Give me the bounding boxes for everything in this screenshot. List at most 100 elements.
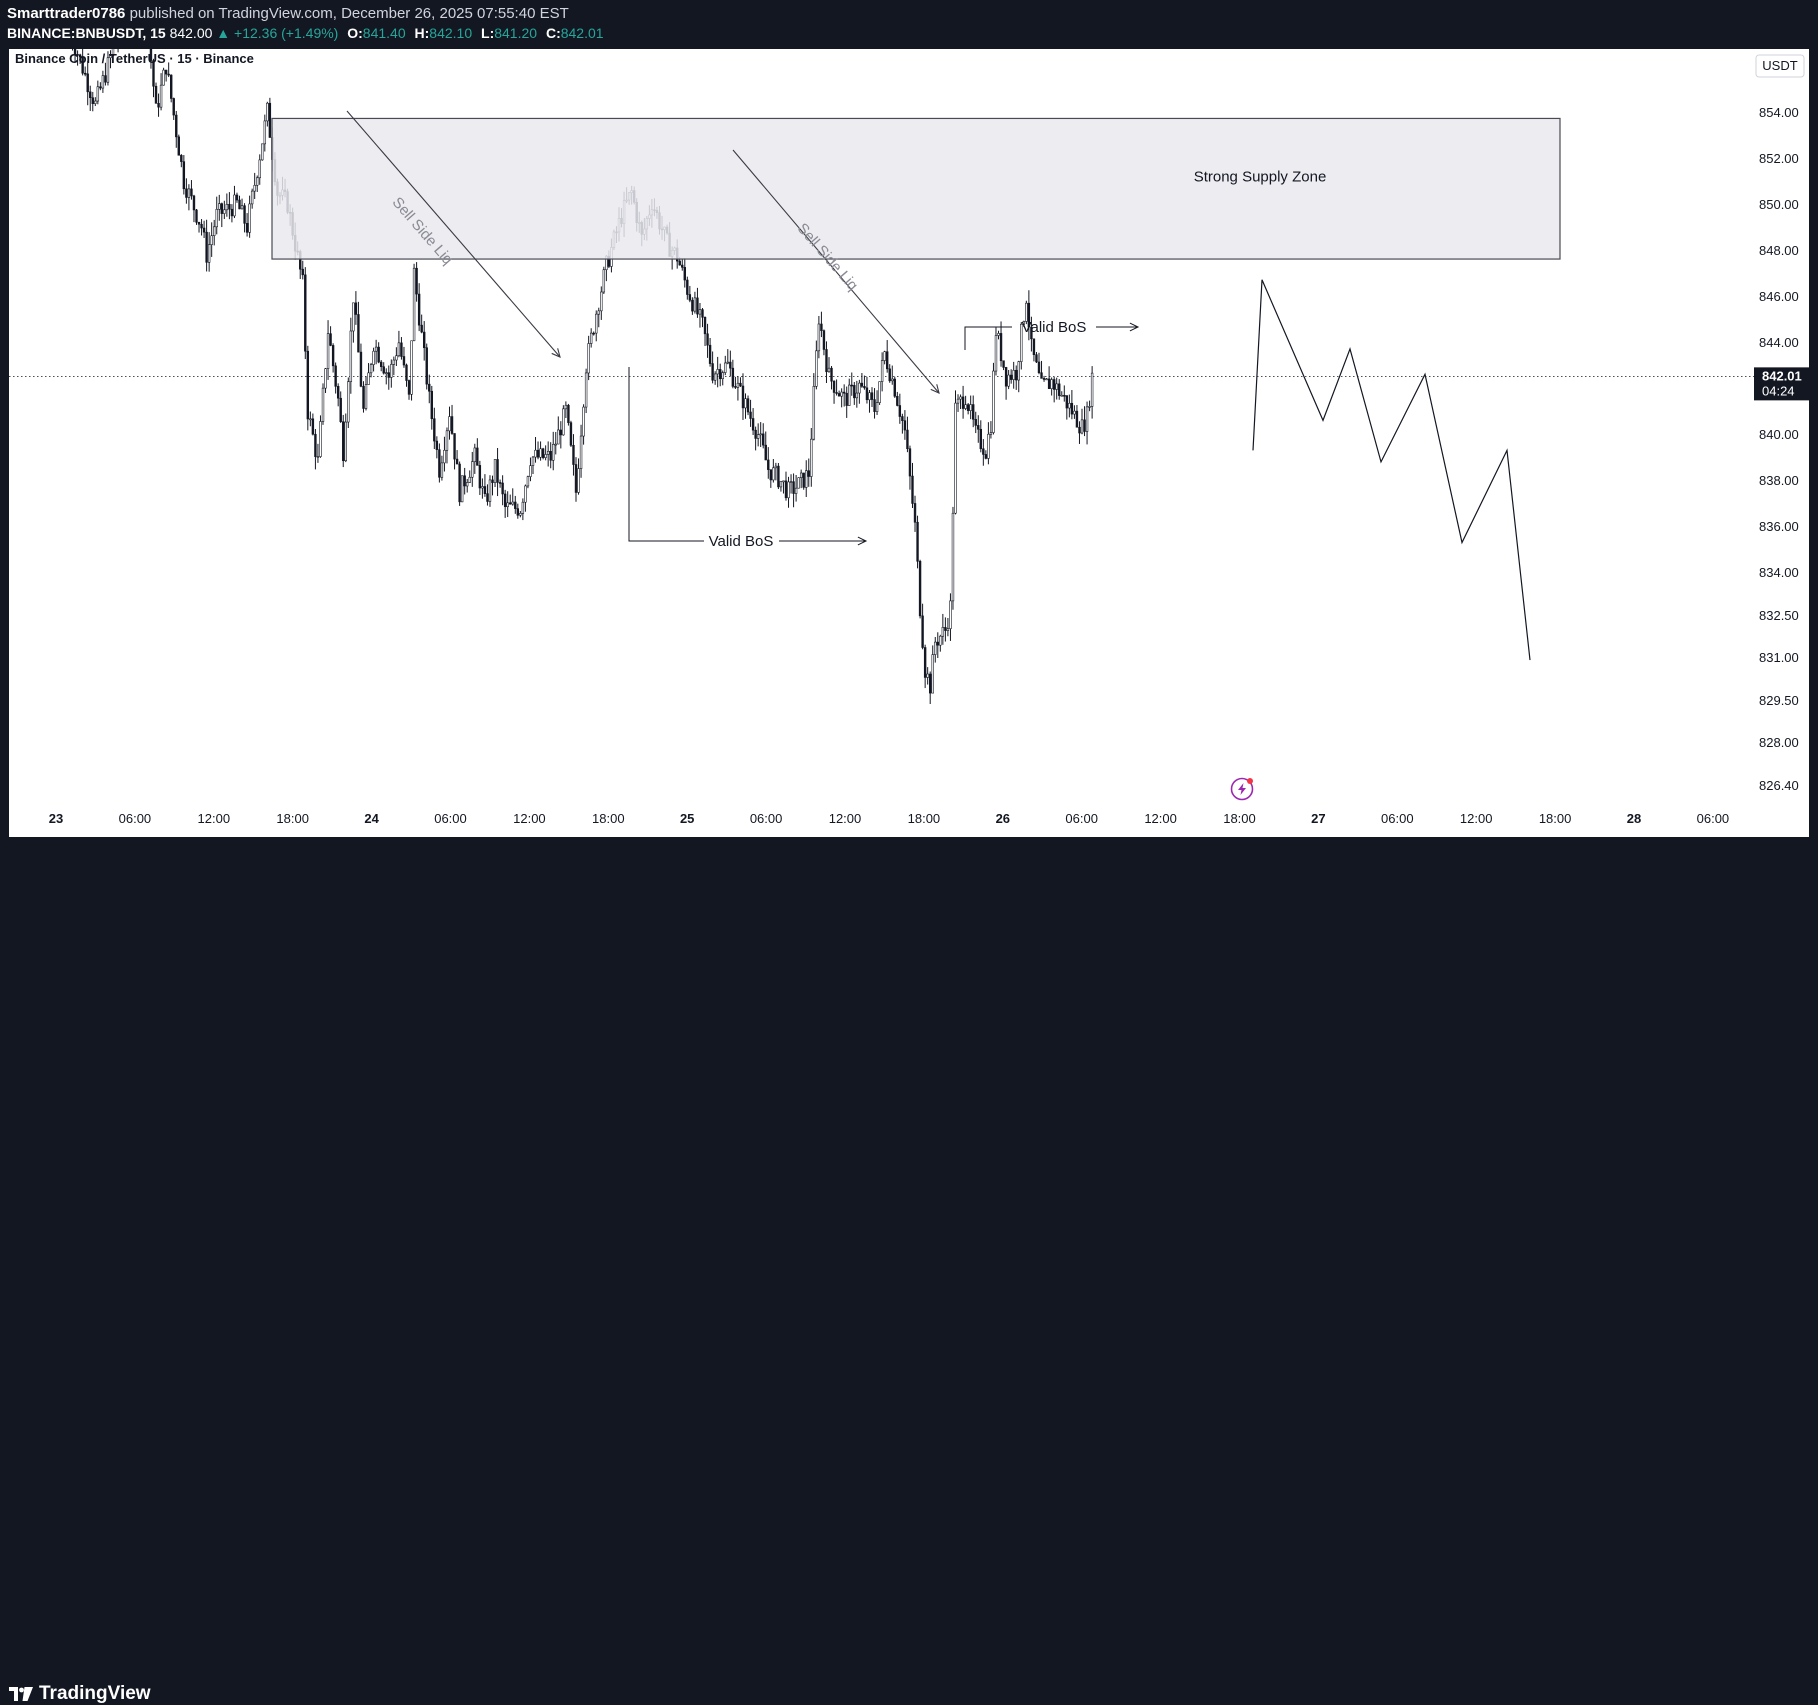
candle-body bbox=[372, 350, 375, 365]
candle-body bbox=[104, 75, 107, 83]
candle-body bbox=[468, 476, 471, 483]
candle-body bbox=[961, 396, 965, 409]
candle-body bbox=[734, 386, 737, 388]
candle-body bbox=[979, 428, 983, 450]
time-tick-label: 25 bbox=[680, 811, 694, 826]
candle-body bbox=[686, 279, 689, 295]
candle-body bbox=[587, 343, 590, 374]
candle-body bbox=[1022, 321, 1026, 325]
candle-body bbox=[989, 432, 993, 435]
price-tick-label: 836.00 bbox=[1759, 519, 1799, 534]
author-name[interactable]: Smarttrader0786 bbox=[7, 5, 126, 22]
candle-body bbox=[744, 398, 747, 409]
countdown-label: 04:24 bbox=[1762, 383, 1795, 398]
candle-body bbox=[858, 382, 861, 394]
candle-body bbox=[966, 404, 970, 411]
published-text: published on TradingView.com, December 2… bbox=[129, 5, 569, 22]
candle-body bbox=[825, 349, 828, 373]
candle-body bbox=[827, 367, 831, 373]
candle-body bbox=[309, 418, 312, 421]
candle-body bbox=[1030, 326, 1033, 340]
candle-body bbox=[759, 433, 762, 436]
candle-body bbox=[918, 560, 922, 617]
tradingview-brand[interactable]: TradingView bbox=[9, 1683, 151, 1705]
candle-body bbox=[453, 433, 456, 460]
candle-body bbox=[703, 316, 707, 335]
candle-body bbox=[853, 385, 856, 399]
time-tick-label: 18:00 bbox=[908, 811, 941, 826]
candle-body bbox=[789, 481, 793, 483]
candle-body bbox=[200, 223, 203, 229]
candle-body bbox=[1065, 395, 1069, 409]
candle-body bbox=[956, 398, 960, 404]
candle-body bbox=[400, 342, 403, 357]
candle-body bbox=[936, 641, 939, 646]
currency-badge bbox=[1755, 54, 1805, 78]
candle-body bbox=[767, 459, 770, 470]
candle-body bbox=[516, 508, 520, 516]
candle-body bbox=[190, 188, 193, 197]
candle-body bbox=[850, 384, 853, 387]
candle-body bbox=[344, 421, 347, 462]
candle-body bbox=[754, 429, 757, 439]
price-tick-label: 838.00 bbox=[1759, 473, 1799, 488]
candle-body bbox=[364, 384, 368, 409]
candle-body bbox=[1002, 360, 1005, 368]
candle-body bbox=[716, 369, 719, 375]
candle-body bbox=[445, 430, 449, 451]
candle-body bbox=[94, 100, 97, 104]
candle-body bbox=[167, 73, 170, 76]
candle-body bbox=[549, 450, 552, 461]
candle-body bbox=[1073, 410, 1076, 415]
time-tick-label: 28 bbox=[1627, 811, 1641, 826]
price-axis-bg bbox=[1754, 49, 1809, 837]
low-value: 841.20 bbox=[494, 25, 538, 41]
price-tick-label: 846.00 bbox=[1759, 289, 1799, 304]
tradingview-wordmark: TradingView bbox=[39, 1683, 151, 1704]
candle-body bbox=[815, 350, 818, 387]
candle-body bbox=[977, 425, 980, 430]
candle-body bbox=[868, 392, 871, 401]
candle-body bbox=[787, 481, 790, 499]
supply-zone-label: Strong Supply Zone bbox=[1194, 168, 1327, 185]
candle-body bbox=[848, 384, 851, 406]
candle-body bbox=[220, 203, 223, 214]
footer-bar: TradingView bbox=[0, 837, 1818, 1704]
candle-body bbox=[96, 86, 100, 102]
candle-body bbox=[1085, 406, 1089, 432]
candle-body bbox=[797, 477, 800, 489]
price-tick-label: 854.00 bbox=[1759, 105, 1799, 120]
close-label: C: bbox=[545, 25, 561, 41]
candle-body bbox=[1055, 383, 1058, 390]
candle-body bbox=[83, 72, 87, 75]
time-tick-label: 12:00 bbox=[1144, 811, 1177, 826]
candle-body bbox=[751, 418, 755, 431]
candle-body bbox=[425, 347, 428, 385]
candle-body bbox=[774, 465, 778, 469]
candle-body bbox=[822, 330, 826, 350]
candle-body bbox=[911, 475, 914, 504]
candle-body bbox=[746, 398, 750, 413]
candle-body bbox=[253, 184, 256, 192]
candle-body bbox=[235, 194, 239, 201]
chart-panel[interactable]: Strong Supply Zone Sell Side Liq Sell Sid… bbox=[9, 49, 1809, 837]
candle-body bbox=[81, 56, 84, 74]
sell-side-arrow-1-head bbox=[551, 348, 561, 358]
candle-body bbox=[1075, 410, 1079, 428]
candle-body bbox=[762, 433, 765, 446]
candle-body bbox=[357, 314, 360, 353]
candle-body bbox=[782, 480, 785, 483]
candle-body bbox=[840, 391, 843, 397]
chart-svg[interactable]: Strong Supply Zone Sell Side Liq Sell Sid… bbox=[9, 49, 1809, 837]
candle-body bbox=[526, 476, 530, 487]
candle-body bbox=[954, 402, 957, 514]
chart-title: Binance Coin / TetherUS · 15 · Binance bbox=[15, 51, 254, 66]
candle-body bbox=[243, 205, 246, 224]
candle-body bbox=[428, 383, 431, 392]
candle-body bbox=[931, 654, 934, 694]
candle-body bbox=[539, 448, 542, 458]
candle-body bbox=[772, 467, 775, 481]
current-price-label: 842.01 bbox=[1762, 368, 1802, 383]
candle-body bbox=[392, 359, 396, 365]
candle-body bbox=[741, 385, 745, 409]
